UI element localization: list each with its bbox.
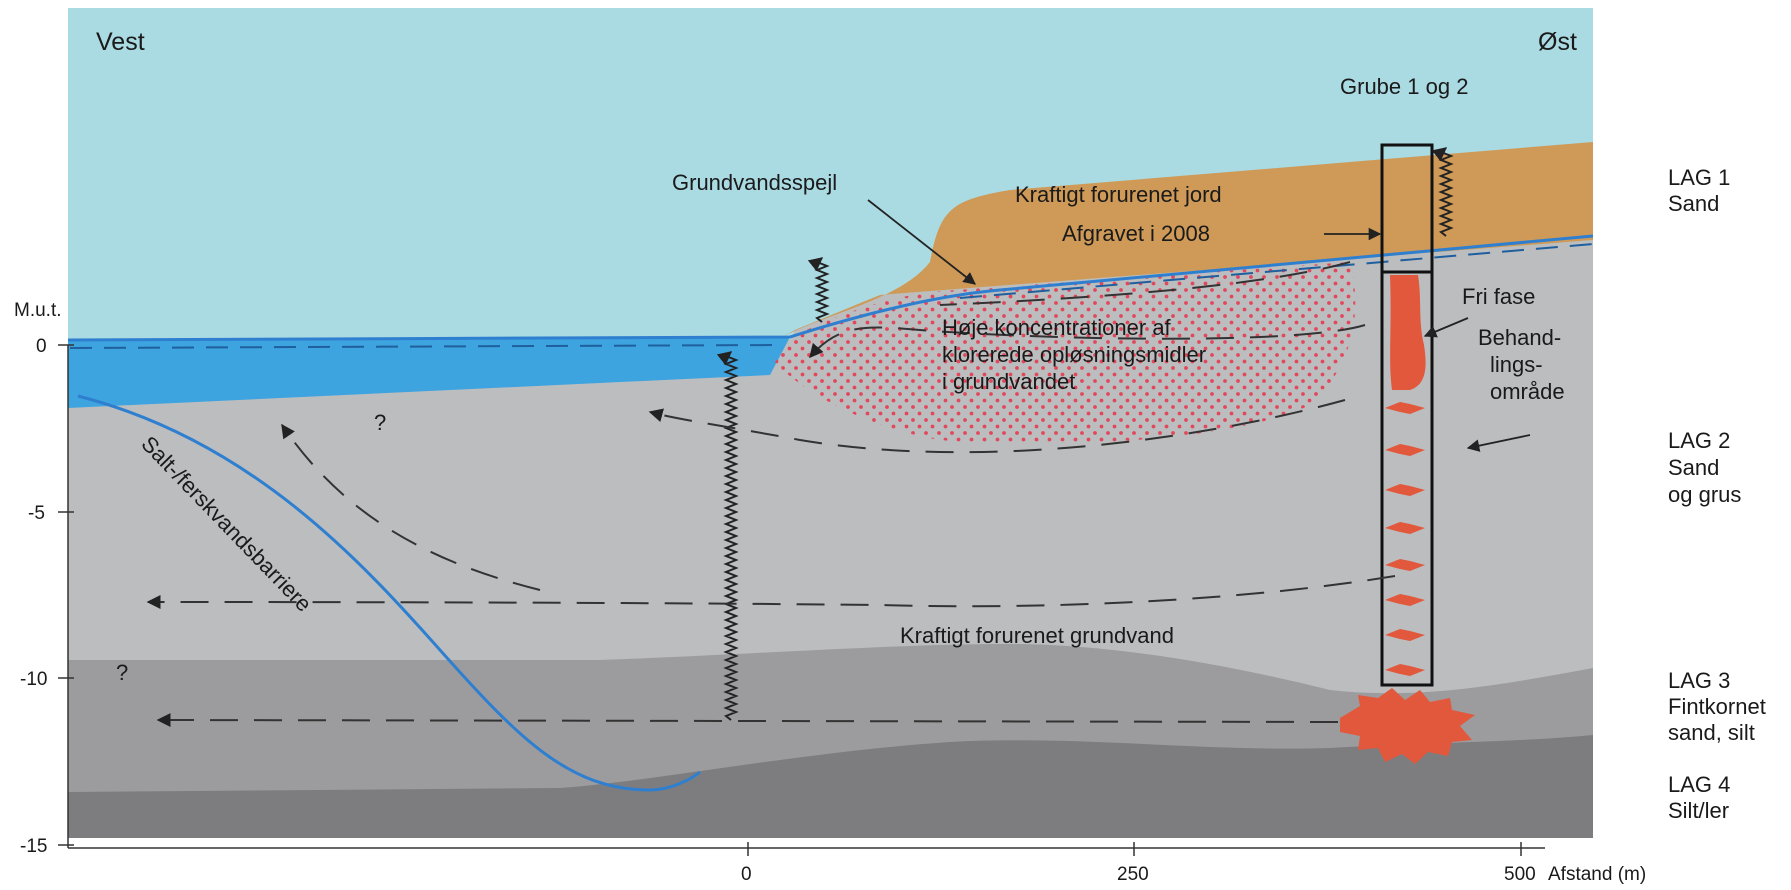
label-contaminated-groundwater: Kraftigt forurenet grundvand (900, 623, 1174, 648)
y-axis-unit: M.u.t. (14, 300, 62, 321)
label-plume-3: i grundvandet (942, 369, 1075, 394)
header-east: Øst (1538, 28, 1577, 56)
contamination-star (1340, 688, 1475, 764)
x-tick-500: 500 (1504, 864, 1536, 885)
layer-2-desc-2: og grus (1668, 482, 1741, 507)
sea-water (68, 337, 790, 408)
layer-1-sand (780, 142, 1593, 338)
x-tick-250: 250 (1117, 864, 1149, 885)
groundwater-flow-lines (146, 261, 1396, 728)
x-tick-0: 0 (741, 864, 752, 885)
layer-4-name: LAG 4 (1668, 772, 1730, 797)
y-tick-minus-10: -10 (20, 669, 47, 690)
label-treatment-3: område (1490, 379, 1565, 404)
layer-3-name: LAG 3 (1668, 668, 1730, 693)
label-pit: Grube 1 og 2 (1340, 74, 1468, 99)
water-table-line (67, 234, 1594, 342)
vertical-flow-arrows (716, 147, 1454, 721)
y-tick-minus-15: -15 (20, 836, 47, 857)
y-axis (58, 344, 74, 848)
water-table-dashed-east (959, 243, 1594, 299)
treatment-markers (1385, 402, 1425, 676)
layer-4-silt-clay (68, 735, 1593, 838)
layer-4-desc: Silt/ler (1668, 798, 1729, 823)
leader-arrows (867, 199, 1531, 452)
pit-box (1380, 143, 1434, 274)
y-tick-minus-5: -5 (28, 503, 45, 524)
question-mark-lower: ? (116, 660, 128, 685)
free-phase-blob (1390, 275, 1426, 390)
label-plume-2: klorerede opløsningsmidler (942, 342, 1206, 367)
label-contaminated-soil: Kraftigt forurenet jord (1015, 182, 1222, 207)
water-table-dashed (69, 344, 781, 349)
label-excavated: Afgravet i 2008 (1062, 221, 1210, 246)
layer-3-desc-2: sand, silt (1668, 720, 1755, 745)
label-treatment-2: lings- (1490, 352, 1543, 377)
question-mark-upper: ? (374, 410, 386, 435)
contamination-plume (775, 262, 1356, 444)
header-west: Vest (96, 28, 145, 56)
salt-freshwater-barrier (77, 394, 701, 792)
x-axis (68, 842, 1545, 856)
layer-2-desc-1: Sand (1668, 455, 1719, 480)
layer-legend: LAG 1 Sand LAG 2 Sand og grus LAG 3 Fint… (1668, 165, 1766, 823)
layer-1-desc: Sand (1668, 191, 1719, 216)
label-plume-1: Høje koncentrationer af (942, 315, 1172, 340)
layer-1-name: LAG 1 (1668, 165, 1730, 190)
x-axis-label: Afstand (m) (1548, 864, 1646, 885)
layer-2-name: LAG 2 (1668, 428, 1730, 453)
layer-3-desc-1: Fintkornet (1668, 694, 1766, 719)
label-treatment-1: Behand- (1478, 325, 1561, 350)
label-water-table: Grundvandsspejl (672, 170, 837, 195)
y-tick-0: 0 (36, 336, 47, 357)
label-free-phase: Fri fase (1462, 284, 1535, 309)
